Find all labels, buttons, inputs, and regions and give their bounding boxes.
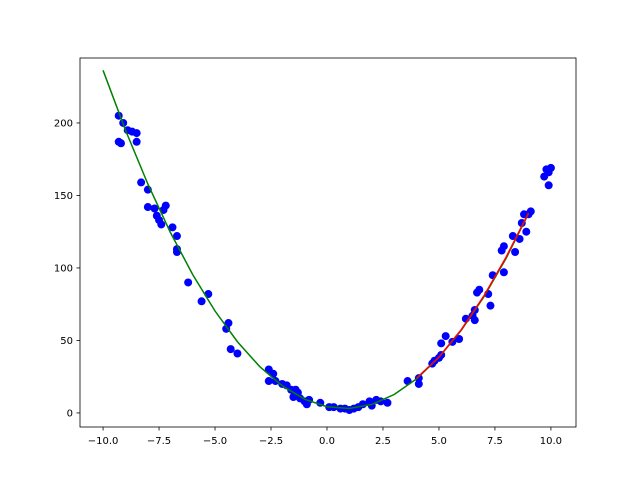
data-point (143, 203, 152, 212)
data-point (475, 285, 484, 294)
x-tick-label: 2.5 (375, 436, 391, 447)
y-tick-label: 0 (67, 408, 73, 419)
x-tick-label: −5.0 (203, 436, 227, 447)
data-point (437, 339, 446, 348)
data-point (224, 319, 233, 328)
data-point (172, 232, 181, 241)
data-point (132, 129, 141, 138)
data-point (168, 223, 177, 232)
data-point (383, 398, 392, 407)
x-tick-label: 0.0 (319, 436, 335, 447)
data-point (522, 227, 531, 236)
y-tick-label: 50 (60, 336, 73, 347)
data-point (197, 297, 206, 306)
data-point (150, 204, 159, 213)
x-tick-label: 5.0 (431, 436, 447, 447)
data-point (499, 242, 508, 251)
data-point (486, 301, 495, 310)
data-point (157, 220, 166, 229)
data-point (264, 377, 273, 386)
data-point (137, 178, 146, 187)
data-point (508, 232, 517, 241)
data-point (116, 139, 125, 148)
x-tick-label: −2.5 (259, 436, 283, 447)
data-point (233, 349, 242, 358)
data-point (470, 316, 479, 325)
x-tick-label: 7.5 (487, 436, 503, 447)
data-point (414, 374, 423, 383)
data-point (455, 334, 464, 343)
data-point (441, 332, 450, 341)
data-point (414, 379, 423, 388)
data-point (499, 268, 508, 277)
plot-frame (79, 57, 577, 428)
x-tick-label: −7.5 (147, 436, 171, 447)
data-point (511, 247, 520, 256)
y-tick-label: 200 (54, 118, 73, 129)
data-point (132, 137, 141, 146)
data-point (546, 163, 555, 172)
data-point (161, 201, 170, 210)
data-point (226, 345, 235, 354)
x-tick-label: 10.0 (540, 436, 562, 447)
line-series (102, 70, 530, 410)
data-point (184, 278, 193, 287)
y-tick-label: 100 (54, 263, 73, 274)
x-tick-label: −10.0 (88, 436, 119, 447)
y-tick-label: 150 (54, 191, 73, 202)
data-point (544, 181, 553, 190)
line-series (416, 212, 530, 379)
